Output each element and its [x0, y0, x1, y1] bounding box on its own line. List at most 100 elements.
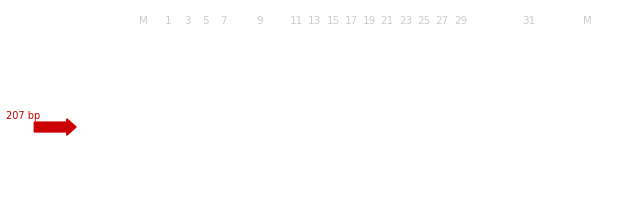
Ellipse shape — [450, 152, 464, 158]
Ellipse shape — [235, 135, 247, 139]
Ellipse shape — [181, 56, 193, 60]
Text: 29: 29 — [454, 16, 467, 26]
Ellipse shape — [134, 62, 152, 70]
Ellipse shape — [210, 122, 236, 153]
Ellipse shape — [140, 127, 146, 130]
Ellipse shape — [578, 35, 596, 40]
Ellipse shape — [136, 116, 150, 127]
Ellipse shape — [163, 125, 175, 129]
Ellipse shape — [215, 128, 232, 146]
Ellipse shape — [235, 77, 247, 81]
Ellipse shape — [134, 92, 152, 105]
Ellipse shape — [137, 131, 149, 142]
Ellipse shape — [584, 120, 590, 123]
Ellipse shape — [235, 132, 248, 143]
Ellipse shape — [504, 152, 516, 157]
Ellipse shape — [572, 153, 583, 157]
Ellipse shape — [136, 122, 150, 134]
Ellipse shape — [235, 114, 247, 118]
Ellipse shape — [254, 72, 266, 76]
Ellipse shape — [578, 100, 596, 113]
Ellipse shape — [247, 122, 273, 153]
Ellipse shape — [175, 123, 199, 152]
Ellipse shape — [542, 154, 549, 156]
Ellipse shape — [580, 102, 594, 111]
Text: 7: 7 — [221, 16, 227, 26]
Ellipse shape — [136, 102, 150, 111]
Ellipse shape — [433, 152, 446, 157]
Ellipse shape — [132, 83, 154, 95]
Ellipse shape — [579, 74, 595, 83]
Text: 9: 9 — [256, 16, 263, 26]
Ellipse shape — [137, 124, 149, 132]
Ellipse shape — [181, 77, 193, 81]
Ellipse shape — [213, 125, 234, 150]
Ellipse shape — [137, 103, 149, 110]
Ellipse shape — [575, 48, 599, 60]
Ellipse shape — [174, 122, 200, 153]
Ellipse shape — [138, 141, 149, 152]
Ellipse shape — [215, 130, 231, 145]
Ellipse shape — [584, 144, 590, 149]
Ellipse shape — [137, 36, 149, 39]
Ellipse shape — [254, 119, 266, 124]
Ellipse shape — [309, 152, 323, 158]
Ellipse shape — [580, 64, 594, 69]
Ellipse shape — [200, 98, 212, 102]
Ellipse shape — [137, 117, 149, 127]
Text: M: M — [139, 16, 148, 26]
Ellipse shape — [255, 134, 265, 141]
Ellipse shape — [136, 75, 150, 82]
Ellipse shape — [138, 118, 148, 125]
Ellipse shape — [580, 130, 594, 143]
Ellipse shape — [195, 127, 215, 148]
Ellipse shape — [139, 65, 148, 68]
Ellipse shape — [135, 109, 151, 120]
Ellipse shape — [137, 130, 150, 143]
Ellipse shape — [249, 125, 271, 150]
Ellipse shape — [254, 88, 266, 92]
Ellipse shape — [134, 100, 152, 113]
Ellipse shape — [200, 93, 212, 97]
Ellipse shape — [584, 127, 590, 130]
Ellipse shape — [580, 115, 595, 128]
Ellipse shape — [578, 108, 596, 121]
Ellipse shape — [163, 93, 175, 97]
Ellipse shape — [162, 132, 176, 143]
Ellipse shape — [132, 48, 154, 60]
Ellipse shape — [583, 113, 590, 116]
Ellipse shape — [217, 119, 230, 124]
Ellipse shape — [583, 87, 592, 90]
Ellipse shape — [160, 128, 178, 146]
Ellipse shape — [291, 152, 305, 158]
Ellipse shape — [582, 104, 592, 109]
Ellipse shape — [235, 72, 247, 76]
Ellipse shape — [235, 61, 247, 65]
Ellipse shape — [159, 127, 179, 148]
Ellipse shape — [582, 112, 592, 117]
Ellipse shape — [157, 123, 181, 152]
Ellipse shape — [580, 51, 594, 57]
Ellipse shape — [524, 154, 531, 156]
Ellipse shape — [326, 152, 341, 158]
Ellipse shape — [217, 50, 230, 55]
Ellipse shape — [200, 135, 212, 139]
Ellipse shape — [575, 33, 600, 42]
Ellipse shape — [137, 102, 149, 111]
Ellipse shape — [235, 109, 247, 113]
Ellipse shape — [570, 30, 603, 45]
Ellipse shape — [580, 110, 594, 120]
Ellipse shape — [581, 102, 593, 111]
Ellipse shape — [347, 154, 354, 156]
Ellipse shape — [217, 132, 230, 143]
Ellipse shape — [254, 50, 266, 55]
Ellipse shape — [235, 93, 247, 97]
Ellipse shape — [254, 109, 266, 113]
Ellipse shape — [363, 152, 375, 157]
Ellipse shape — [197, 128, 214, 146]
Ellipse shape — [163, 98, 175, 102]
Ellipse shape — [254, 98, 266, 102]
Ellipse shape — [200, 72, 212, 76]
Text: 207 bp: 207 bp — [6, 111, 41, 121]
Ellipse shape — [453, 154, 461, 156]
